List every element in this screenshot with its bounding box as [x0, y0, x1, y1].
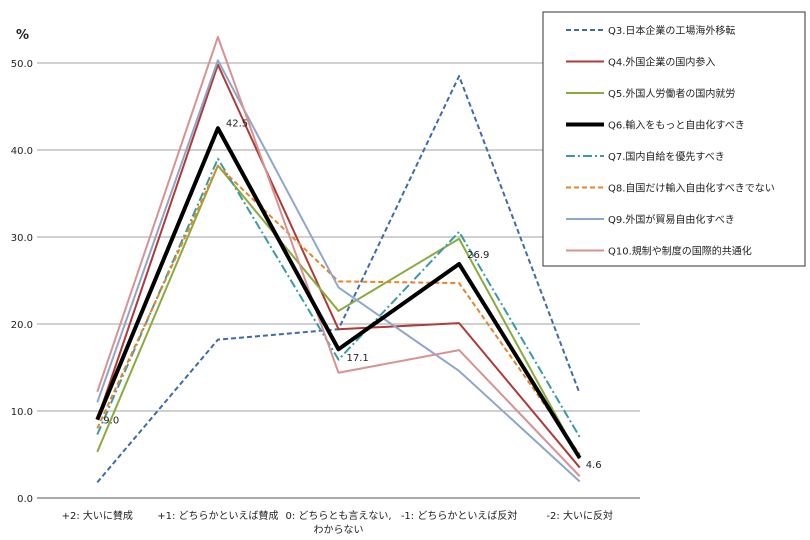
x-category-label: +2: 大いに賛成	[62, 509, 133, 522]
y-tick-label: 30.0	[11, 233, 33, 244]
legend-item: Q3.日本企業の工場海外移転	[566, 24, 735, 37]
legend-label: Q4.外国企業の国内参入	[608, 56, 715, 69]
y-tick-label: 10.0	[11, 407, 33, 418]
y-axis-label: %	[16, 28, 29, 43]
series-line	[95, 126, 582, 460]
y-tick-label: 40.0	[11, 146, 33, 157]
legend: Q3.日本企業の工場海外移転 Q4.外国企業の国内参入 Q5.外国人労働者の国内就労…	[542, 11, 806, 267]
legend-label: Q5.外国人労働者の国内就労	[608, 87, 735, 100]
y-tick-label: 50.0	[11, 59, 33, 70]
x-category-label: -1: どちらかといえば反対	[401, 509, 518, 522]
legend-item: Q5.外国人労働者の国内就労	[566, 87, 735, 100]
series-line	[96, 59, 581, 483]
y-tick-label: 20.0	[11, 320, 33, 331]
legend-label: Q10.規制や制度の国際的共通化	[608, 245, 752, 258]
x-category-label-line: 0: どちらとも言えない,	[285, 509, 391, 522]
series-line	[96, 35, 581, 477]
legend-label: Q7.国内自給を優先すべき	[608, 150, 725, 163]
legend-box	[542, 11, 806, 267]
data-label: 9.0	[103, 416, 119, 427]
series-line	[96, 63, 581, 469]
data-label: 42.5	[226, 118, 248, 129]
x-category-label: +1: どちらかといえば賛成	[157, 509, 278, 522]
x-category-label-line: +1: どちらかといえば賛成	[157, 509, 278, 522]
series-line	[96, 164, 581, 460]
series-line	[96, 157, 581, 438]
x-category-label-line: +2: 大いに賛成	[62, 509, 133, 522]
x-category-label: 0: どちらとも言えない, わからない	[285, 509, 391, 536]
legend-label: Q8.自国だけ輸入自由化すべきでない	[608, 182, 775, 195]
legend-item: Q9.外国が貿易自由化すべき	[566, 213, 735, 226]
legend-item: Q10.規制や制度の国際的共通化	[566, 245, 752, 258]
data-label: 26.9	[467, 250, 489, 261]
y-axis-ticks: 0.0 10.0 20.0 30.0 40.0 50.0	[11, 59, 33, 505]
x-category-label-line: -2: 大いに反対	[546, 509, 613, 522]
y-tick-label: 0.0	[17, 494, 33, 505]
data-labels: 9.0 42.5 17.1 26.9 4.6	[103, 118, 601, 471]
data-label: 17.1	[347, 353, 369, 364]
x-axis-categories: +2: 大いに賛成 +1: どちらかといえば賛成 0: どちらとも言えない, わからな…	[62, 509, 613, 536]
x-category-label-line: -1: どちらかといえば反対	[401, 509, 518, 522]
series-lines	[95, 35, 582, 483]
legend-label: Q6.輸入をもっと自由化すべき	[608, 119, 745, 132]
legend-item: Q8.自国だけ輸入自由化すべきでない	[566, 182, 775, 195]
legend-item: Q6.輸入をもっと自由化すべき	[566, 119, 745, 132]
data-label: 4.6	[586, 460, 602, 471]
x-category-label: -2: 大いに反対	[546, 509, 613, 522]
legend-label: Q3.日本企業の工場海外移転	[608, 24, 735, 37]
legend-label: Q9.外国が貿易自由化すべき	[608, 213, 735, 226]
x-category-label-line: わからない	[314, 524, 364, 536]
legend-item: Q4.外国企業の国内参入	[566, 56, 715, 69]
legend-item: Q7.国内自給を優先すべき	[566, 150, 725, 163]
series-line	[96, 164, 581, 456]
